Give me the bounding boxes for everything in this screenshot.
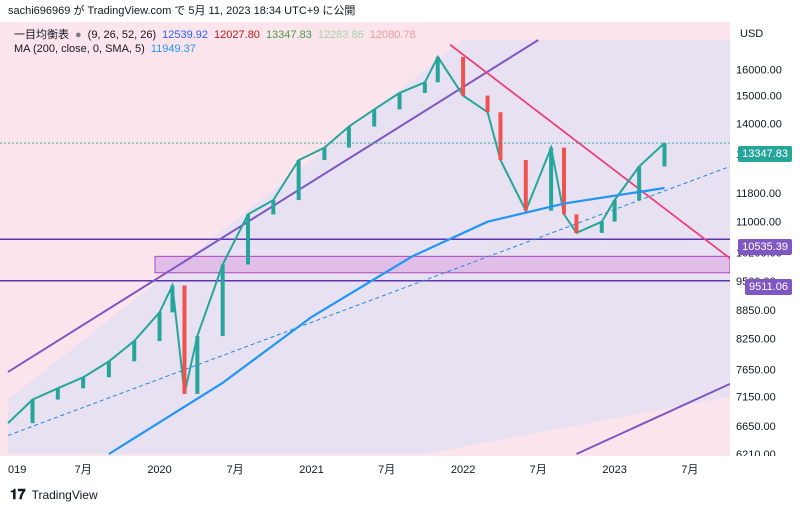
candle bbox=[637, 166, 642, 201]
y-tick-label: 7650.00 bbox=[736, 364, 776, 376]
x-tick-label: 7月 bbox=[227, 464, 244, 476]
y-tick-label: 7150.00 bbox=[736, 392, 776, 404]
downtrend-line bbox=[449, 44, 731, 260]
price-chart[interactable]: 16000.0015000.0014000.0013000.0011800.00… bbox=[0, 22, 800, 478]
x-tick-label: 2023 bbox=[602, 464, 626, 476]
ichimoku-value-2: 13347.83 bbox=[265, 29, 312, 41]
ichimoku-params: (9, 26, 52, 26) bbox=[87, 29, 157, 41]
footer: 𝟏𝟕 TradingView bbox=[0, 478, 800, 508]
y-tick-label: 8250.00 bbox=[736, 334, 776, 346]
lower-channel-line bbox=[576, 382, 731, 455]
dashed-trendline bbox=[7, 166, 731, 436]
candle bbox=[561, 147, 566, 215]
candle bbox=[157, 312, 162, 342]
candle bbox=[322, 147, 327, 161]
candle bbox=[81, 377, 86, 389]
chart-area[interactable]: 16000.0015000.0014000.0013000.0011800.00… bbox=[0, 22, 800, 478]
candle bbox=[106, 361, 111, 378]
candle bbox=[461, 56, 466, 96]
support-lower-tag: 9511.06 bbox=[745, 279, 792, 295]
y-tick-label: 15000.00 bbox=[736, 91, 782, 103]
ma200-line bbox=[108, 186, 665, 455]
ma-legend-row[interactable]: MA (200, close, 0, SMA, 5) 11949.37 bbox=[14, 42, 416, 56]
time-axis-bg bbox=[0, 456, 800, 478]
ma-label: MA (200, close, 0, SMA, 5) bbox=[14, 43, 145, 55]
channel-band bbox=[8, 40, 730, 454]
candle bbox=[662, 143, 667, 167]
y-tick-label: 16000.00 bbox=[736, 64, 782, 76]
candle bbox=[195, 336, 200, 394]
ichimoku-value-3: 12283.86 bbox=[317, 29, 364, 41]
candle bbox=[132, 341, 137, 362]
y-tick-label: 14000.00 bbox=[736, 119, 782, 131]
candle bbox=[498, 112, 503, 161]
tradingview-logo[interactable]: 𝟏𝟕 TradingView bbox=[10, 486, 98, 503]
indicator-legend: 一目均衡表 ● (9, 26, 52, 26) 12539.92 12027.8… bbox=[14, 28, 416, 56]
y-tick-label: 11000.00 bbox=[736, 217, 781, 229]
x-tick-label: 2022 bbox=[451, 464, 475, 476]
last-price-tag: 13347.83 bbox=[738, 146, 792, 162]
tradingview-icon: 𝟏𝟕 bbox=[10, 486, 26, 502]
support-upper-tag: 10535.39 bbox=[738, 239, 792, 255]
ichimoku-value-0: 12539.92 bbox=[162, 29, 209, 41]
candle bbox=[220, 264, 225, 337]
y-tick-label: 11800.00 bbox=[736, 188, 781, 200]
candle bbox=[397, 92, 402, 110]
candle bbox=[612, 200, 617, 222]
x-tick-label: 7月 bbox=[75, 464, 92, 476]
publish-text: sachi696969 が TradingView.com で 5月 11, 2… bbox=[8, 5, 356, 17]
eye-icon[interactable]: ● bbox=[75, 29, 82, 41]
candle bbox=[485, 95, 490, 113]
ichimoku-value-4: 12080.78 bbox=[369, 29, 416, 41]
candle bbox=[182, 285, 187, 394]
candle bbox=[271, 200, 276, 215]
x-tick-label: 2020 bbox=[147, 464, 171, 476]
candle bbox=[574, 214, 579, 233]
candle bbox=[599, 221, 604, 233]
x-tick-label: 7月 bbox=[530, 464, 547, 476]
ma-value: 11949.37 bbox=[150, 43, 196, 55]
highlight-zone bbox=[154, 255, 731, 274]
candle bbox=[170, 285, 175, 313]
publish-header: sachi696969 が TradingView.com で 5月 11, 2… bbox=[0, 0, 800, 22]
candle bbox=[422, 82, 427, 93]
candle bbox=[549, 147, 554, 211]
candle bbox=[523, 160, 528, 211]
x-tick-label: 7月 bbox=[378, 464, 395, 476]
candle bbox=[30, 399, 35, 424]
candle bbox=[55, 388, 60, 400]
currency-label: USD bbox=[740, 28, 764, 40]
y-tick-label: 6650.00 bbox=[736, 421, 776, 433]
brand-name: TradingView bbox=[31, 487, 98, 502]
candle bbox=[435, 56, 440, 83]
candle bbox=[372, 109, 377, 127]
candle bbox=[246, 214, 250, 265]
ichimoku-legend-row[interactable]: 一目均衡表 ● (9, 26, 52, 26) 12539.92 12027.8… bbox=[14, 28, 416, 42]
candle bbox=[296, 160, 301, 201]
y-tick-label: 8850.00 bbox=[736, 305, 776, 317]
x-tick-label: 019 bbox=[8, 464, 26, 476]
candle bbox=[346, 126, 351, 148]
x-tick-label: 2021 bbox=[299, 464, 323, 476]
ichimoku-value-1: 12027.80 bbox=[214, 29, 260, 41]
ichimoku-label: 一目均衡表 bbox=[14, 29, 69, 41]
x-tick-label: 7月 bbox=[681, 464, 698, 476]
